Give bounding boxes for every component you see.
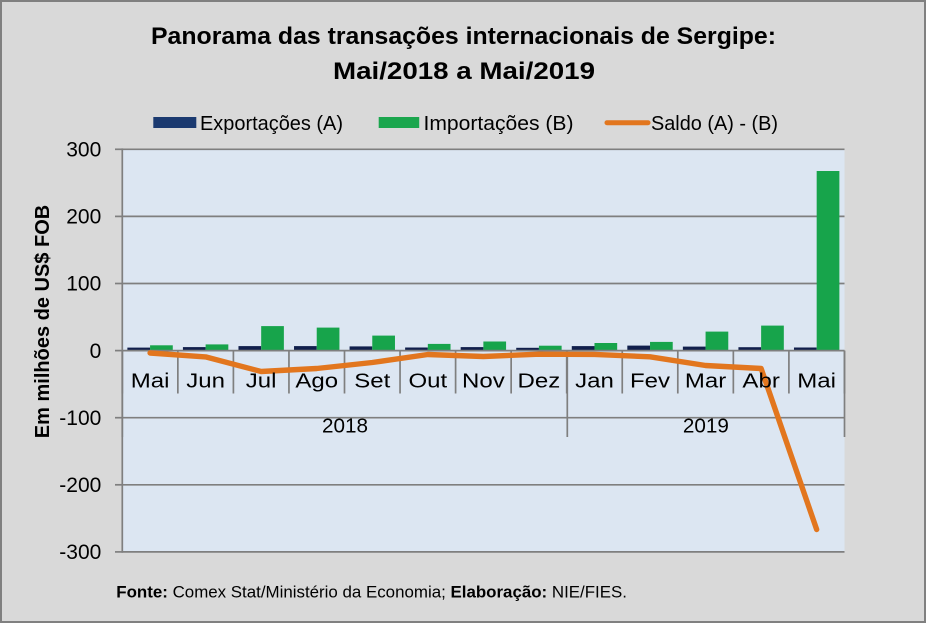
svg-text:Saldo (A) - (B): Saldo (A) - (B) bbox=[651, 113, 778, 135]
svg-text:Jan: Jan bbox=[575, 370, 614, 392]
svg-text:Em milhões de US$ FOB: Em milhões de US$ FOB bbox=[32, 205, 54, 438]
svg-text:Set: Set bbox=[354, 370, 391, 392]
svg-text:-200: -200 bbox=[59, 474, 101, 497]
svg-text:200: 200 bbox=[66, 206, 101, 229]
svg-text:Out: Out bbox=[408, 370, 447, 392]
svg-text:Abr: Abr bbox=[742, 370, 780, 392]
svg-text:Exportações (A): Exportações (A) bbox=[200, 113, 343, 135]
svg-text:Mar: Mar bbox=[685, 370, 727, 392]
svg-text:-300: -300 bbox=[59, 541, 101, 564]
svg-text:-100: -100 bbox=[59, 407, 101, 430]
svg-text:Mai/2018 a Mai/2019: Mai/2018 a Mai/2019 bbox=[333, 58, 595, 85]
svg-text:Jun: Jun bbox=[186, 370, 225, 392]
svg-text:Mai: Mai bbox=[797, 370, 836, 392]
svg-text:2018: 2018 bbox=[322, 415, 368, 437]
svg-text:Fonte: Comex Stat/Ministério d: Fonte: Comex Stat/Ministério da Economia… bbox=[116, 582, 627, 601]
svg-text:300: 300 bbox=[66, 139, 101, 162]
svg-text:100: 100 bbox=[66, 273, 101, 296]
svg-text:Fev: Fev bbox=[630, 370, 670, 392]
svg-text:0: 0 bbox=[90, 340, 102, 363]
svg-text:Importações (B): Importações (B) bbox=[424, 113, 574, 135]
svg-text:Jul: Jul bbox=[246, 370, 277, 392]
svg-text:Mai: Mai bbox=[131, 370, 170, 392]
svg-text:Dez: Dez bbox=[518, 370, 561, 392]
svg-text:Ago: Ago bbox=[295, 370, 338, 392]
svg-text:Panorama das transações intern: Panorama das transações internacionais d… bbox=[151, 23, 776, 50]
svg-text:2019: 2019 bbox=[683, 415, 729, 437]
svg-text:Nov: Nov bbox=[462, 370, 505, 392]
